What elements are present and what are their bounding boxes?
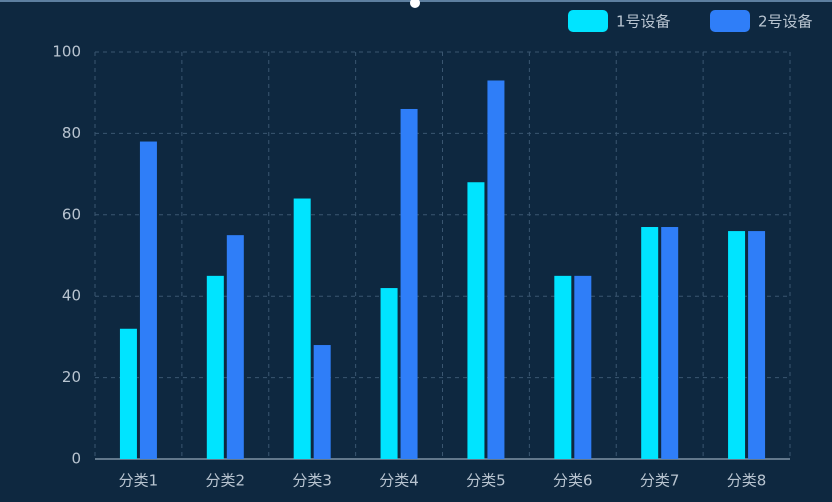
y-tick-label: 40 <box>62 287 81 305</box>
bar <box>661 227 679 459</box>
bar <box>380 288 398 459</box>
legend-swatch <box>568 10 608 32</box>
bar <box>139 141 157 460</box>
x-tick-label: 分类1 <box>119 472 159 490</box>
x-tick-label: 分类5 <box>466 472 506 490</box>
y-tick-label: 60 <box>62 205 81 223</box>
bar <box>467 182 485 460</box>
bar <box>554 275 572 459</box>
x-tick-label: 分类3 <box>292 472 332 490</box>
x-tick-label: 分类8 <box>727 472 767 490</box>
y-tick-label: 80 <box>62 124 81 142</box>
bar <box>226 235 244 459</box>
legend-label: 2号设备 <box>758 13 813 31</box>
x-tick-label: 分类6 <box>553 472 593 490</box>
bar <box>574 275 592 459</box>
x-tick-label: 分类7 <box>640 472 680 490</box>
top-handle <box>410 0 420 8</box>
x-tick-label: 分类4 <box>379 472 419 490</box>
legend-swatch <box>710 10 750 32</box>
x-tick-label: 分类2 <box>206 472 246 490</box>
bar <box>641 227 659 459</box>
bar <box>293 198 311 459</box>
y-tick-label: 20 <box>62 368 81 386</box>
legend-label: 1号设备 <box>616 13 671 31</box>
bar <box>206 275 224 459</box>
bar <box>748 231 766 459</box>
bar <box>119 328 137 459</box>
y-tick-label: 100 <box>52 43 81 61</box>
bar <box>400 108 418 459</box>
y-tick-label: 0 <box>71 450 81 468</box>
bar <box>728 231 746 459</box>
bar <box>487 80 505 460</box>
bar <box>313 345 331 459</box>
